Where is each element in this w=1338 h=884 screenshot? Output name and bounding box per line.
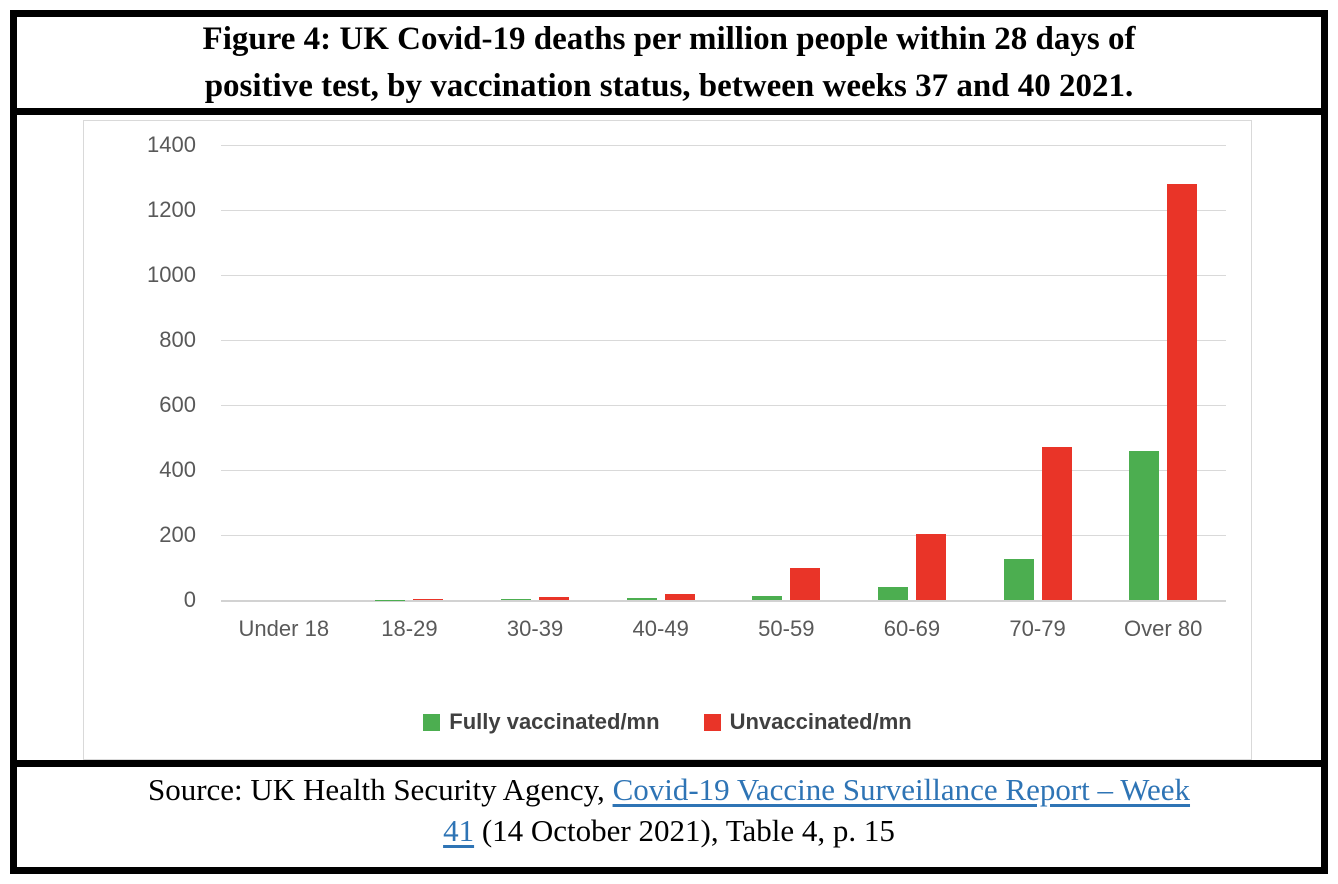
x-category-label: 50-59 bbox=[758, 616, 815, 641]
x-category-label: 60-69 bbox=[883, 616, 941, 641]
gridline bbox=[221, 145, 1226, 146]
gridline bbox=[221, 340, 1226, 341]
y-tick-label: 400 bbox=[159, 457, 196, 482]
bar-fully-vaccinated bbox=[626, 598, 657, 600]
figure-title-line1: Figure 4: UK Covid-19 deaths per million… bbox=[202, 20, 1136, 57]
gridline bbox=[221, 470, 1226, 471]
legend-item: Unvaccinated/mn bbox=[703, 709, 912, 735]
bar-unvaccinated bbox=[1167, 183, 1198, 600]
source-paragraph: Source: UK Health Security Agency, Covid… bbox=[29, 769, 1309, 851]
x-category-label: Under 18 bbox=[238, 616, 330, 641]
x-category-label: Over 80 bbox=[1124, 616, 1203, 641]
source-link[interactable]: Covid-19 Vaccine Surveillance Report – W… bbox=[443, 772, 1190, 848]
source-link-line2: 41 bbox=[443, 812, 475, 848]
plot-area: 0 200 400 600 800 1000 1200 1400 Under 18 18-29 30… bbox=[147, 132, 1226, 641]
chart-section: 0 200 400 600 800 1000 1200 1400 Under 18 18-29 30… bbox=[17, 115, 1321, 767]
chart-panel: 0 200 400 600 800 1000 1200 1400 Under 18 18-29 30… bbox=[83, 120, 1252, 760]
x-category-label: 70-79 bbox=[1009, 616, 1066, 641]
gridline bbox=[221, 405, 1226, 406]
bar-fully-vaccinated bbox=[1129, 450, 1160, 600]
x-category-label: 30-39 bbox=[506, 616, 564, 641]
legend-swatch bbox=[703, 713, 721, 731]
legend-label: Unvaccinated/mn bbox=[729, 709, 912, 734]
bar-fully-vaccinated bbox=[877, 587, 908, 600]
bar-unvaccinated bbox=[413, 599, 444, 600]
gridline bbox=[221, 275, 1226, 276]
legend-swatch bbox=[423, 713, 441, 731]
figure-title: Figure 4: UK Covid-19 deaths per million… bbox=[17, 17, 1321, 115]
x-category-label: 18-29 bbox=[381, 616, 438, 641]
figure-container: Figure 4: UK Covid-19 deaths per million… bbox=[10, 10, 1328, 874]
gridline bbox=[221, 535, 1226, 536]
y-tick-label: 1000 bbox=[147, 262, 196, 287]
y-tick-label: 200 bbox=[159, 522, 196, 547]
bar-fully-vaccinated bbox=[1003, 559, 1034, 600]
bar-unvaccinated bbox=[790, 568, 821, 600]
legend-item: Fully vaccinated/mn bbox=[423, 709, 660, 735]
source-prefix: Source: UK Health Security Agency, bbox=[147, 771, 613, 807]
bar-unvaccinated bbox=[1041, 446, 1072, 600]
y-tick-label: 0 bbox=[183, 587, 196, 612]
y-tick-label: 600 bbox=[159, 392, 196, 417]
y-tick-label: 1200 bbox=[147, 197, 196, 222]
gridline bbox=[221, 210, 1226, 211]
bar-unvaccinated bbox=[664, 593, 695, 600]
figure-title-line2: positive test, by vaccination status, be… bbox=[204, 67, 1134, 104]
source-suffix: (14 October 2021), Table 4, p. 15 bbox=[474, 812, 895, 848]
source-text: Source: UK Health Security Agency, Covid… bbox=[17, 767, 1321, 852]
legend-label: Fully vaccinated/mn bbox=[449, 709, 660, 734]
x-category-label: 40-49 bbox=[632, 616, 689, 641]
source-link-line1: Covid-19 Vaccine Surveillance Report – W… bbox=[612, 771, 1191, 807]
y-tick-label: 1400 bbox=[147, 132, 196, 157]
bar-fully-vaccinated bbox=[752, 596, 783, 600]
x-axis-line bbox=[221, 600, 1226, 602]
bar-fully-vaccinated bbox=[501, 599, 532, 600]
y-tick-label: 800 bbox=[159, 327, 196, 352]
bar-unvaccinated bbox=[539, 597, 570, 600]
legend: Fully vaccinated/mn Unvaccinated/mn bbox=[84, 707, 1251, 737]
bar-unvaccinated bbox=[915, 534, 946, 600]
